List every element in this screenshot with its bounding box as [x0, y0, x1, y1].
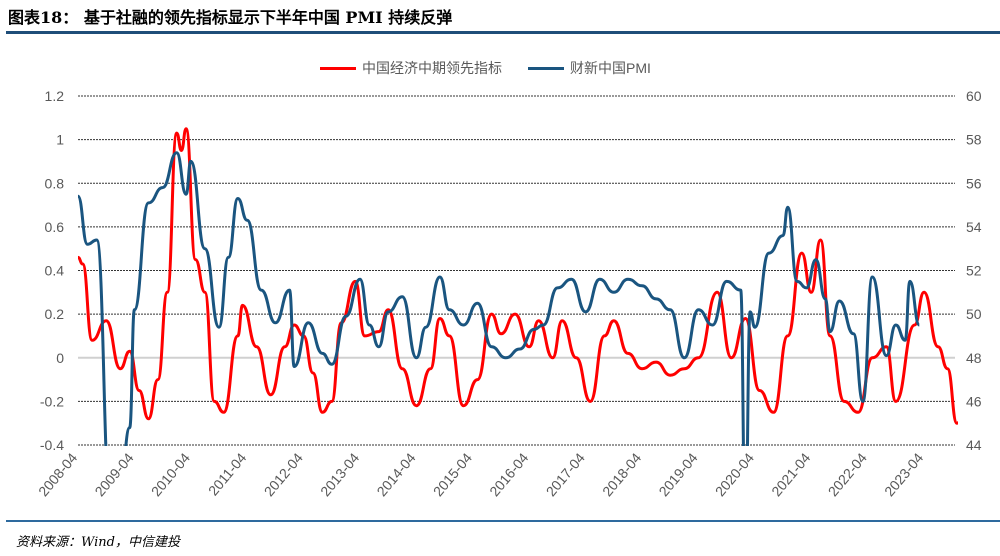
x-tick-label: 2020-04 — [712, 449, 757, 499]
x-tick-label: 2013-04 — [317, 449, 362, 499]
y-left-tick-label: 0.4 — [45, 263, 65, 279]
y-left-tick-label: 0.6 — [45, 219, 65, 235]
x-tick-label: 2008-04 — [35, 449, 80, 499]
y-left-tick-label: 1.2 — [45, 88, 65, 104]
x-tick-label: 2012-04 — [261, 449, 306, 499]
series-line-caixin-pmi — [78, 151, 921, 446]
y-left-tick-label: -0.2 — [40, 393, 64, 409]
legend-label: 财新中国PMI — [570, 60, 651, 76]
x-tick-label: 2016-04 — [486, 449, 531, 499]
chart-title: 图表18： 基于社融的领先指标显示下半年中国 PMI 持续反弹 — [8, 8, 453, 27]
x-tick-label: 2009-04 — [91, 449, 136, 499]
x-tick-label: 2019-04 — [655, 449, 700, 499]
source-note: 资料来源：Wind，中信建投 — [16, 535, 180, 550]
y-right-tick-label: 48 — [966, 350, 982, 366]
y-right-tick-label: 60 — [966, 88, 982, 104]
y-right-tick-label: 46 — [966, 393, 982, 409]
x-tick-label: 2011-04 — [205, 449, 250, 498]
x-tick-label: 2022-04 — [825, 449, 870, 499]
legend-swatch-blue — [528, 66, 564, 70]
x-tick-label: 2023-04 — [881, 449, 926, 499]
y-left-tick-label: 1 — [56, 132, 64, 148]
legend: 中国经济中期领先指标 财新中国PMI — [320, 58, 651, 78]
y-left-tick-label: 0.8 — [45, 175, 65, 191]
title-divider — [6, 31, 1000, 34]
x-tick-label: 2018-04 — [599, 449, 644, 499]
y-right-tick-label: 44 — [966, 437, 982, 453]
legend-label: 中国经济中期领先指标 — [362, 60, 502, 76]
y-right-tick-label: 54 — [966, 219, 982, 235]
y-right-tick-label: 56 — [966, 175, 982, 191]
x-tick-label: 2021-04 — [768, 449, 813, 499]
x-tick-label: 2010-04 — [148, 449, 193, 499]
y-right-tick-label: 58 — [966, 132, 982, 148]
series-line-leading-index — [78, 127, 958, 425]
y-left-tick-label: -0.4 — [40, 437, 64, 453]
legend-item-leading-index: 中国经济中期领先指标 — [320, 58, 502, 78]
y-left-tick-label: 0 — [56, 350, 64, 366]
x-tick-label: 2014-04 — [373, 449, 418, 499]
y-right-tick-label: 50 — [966, 306, 982, 322]
x-tick-label: 2015-04 — [430, 449, 475, 499]
x-tick-label: 2017-04 — [543, 449, 588, 499]
footer-divider — [6, 520, 1000, 522]
y-right-tick-label: 52 — [966, 263, 982, 279]
legend-swatch-red — [320, 66, 356, 70]
legend-item-pmi: 财新中国PMI — [528, 58, 651, 78]
y-left-tick-label: 0.2 — [45, 306, 65, 322]
